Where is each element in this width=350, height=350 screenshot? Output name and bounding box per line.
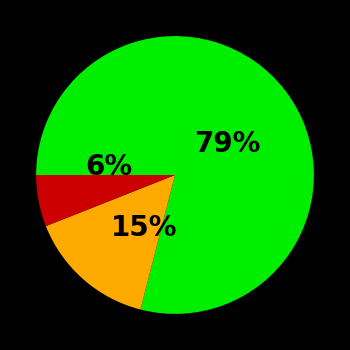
Text: 15%: 15%: [111, 214, 178, 242]
Wedge shape: [36, 175, 175, 226]
Text: 79%: 79%: [195, 131, 261, 159]
Text: 6%: 6%: [85, 153, 132, 181]
Wedge shape: [36, 36, 314, 314]
Wedge shape: [46, 175, 175, 309]
